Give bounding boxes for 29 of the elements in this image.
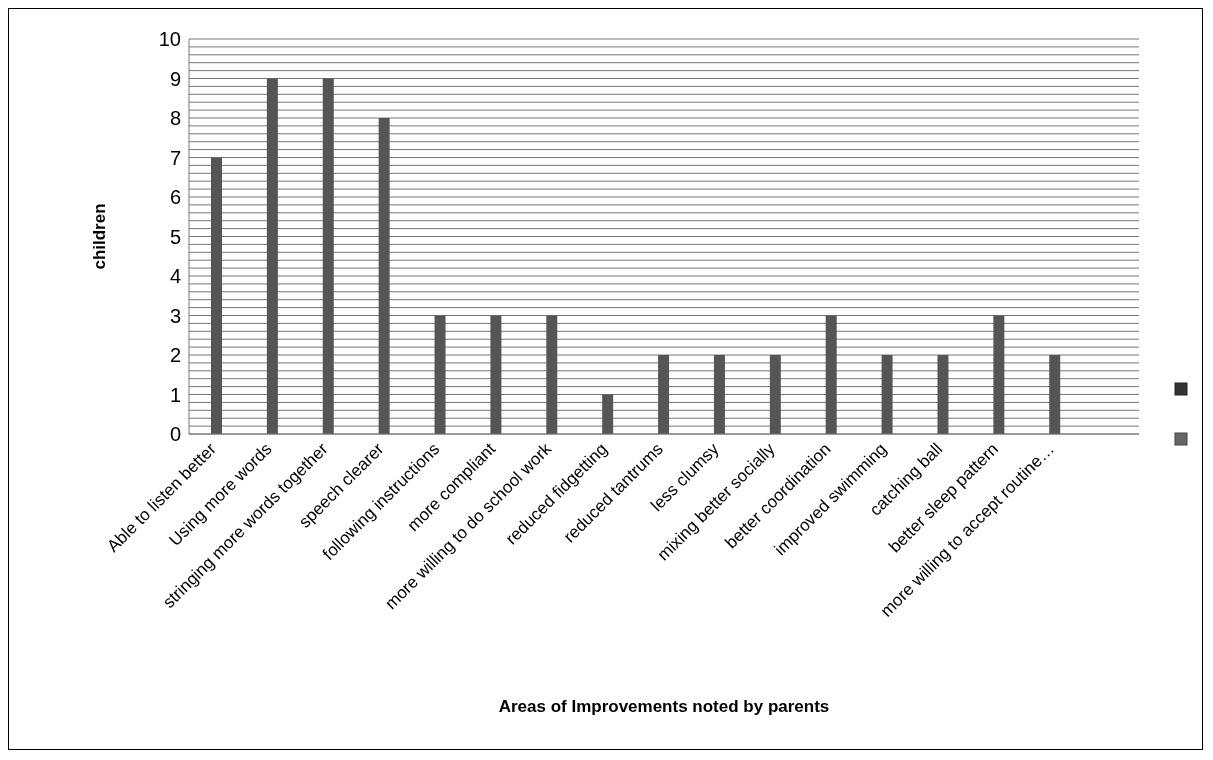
bar [378, 118, 390, 434]
y-tick-label: 3 [169, 304, 181, 327]
y-tick-label: 1 [169, 383, 181, 406]
y-tick-label: 9 [169, 67, 181, 90]
bar [825, 315, 837, 434]
bar [993, 315, 1005, 434]
bar [602, 394, 614, 434]
y-tick-label: 0 [169, 423, 181, 446]
y-axis-title: children [90, 203, 110, 270]
y-tick-label: 2 [169, 344, 181, 367]
y-tick-label: 10 [158, 28, 181, 51]
bar [322, 78, 334, 434]
x-axis-title: Areas of Improvements noted by parents [498, 697, 830, 716]
bar [266, 78, 278, 434]
bar [713, 355, 725, 434]
y-tick-label: 8 [169, 107, 181, 130]
y-tick-label: 5 [169, 225, 181, 248]
bar [434, 315, 446, 434]
y-tick-label: 6 [169, 186, 181, 209]
y-tick-label: 4 [169, 265, 181, 288]
bar [490, 315, 502, 434]
bar [769, 355, 781, 434]
bar [658, 355, 670, 434]
bar [937, 355, 949, 434]
bar [1049, 355, 1061, 434]
bar [546, 315, 558, 434]
bar [881, 355, 893, 434]
y-tick-label: 7 [169, 146, 181, 169]
bar [211, 157, 222, 434]
